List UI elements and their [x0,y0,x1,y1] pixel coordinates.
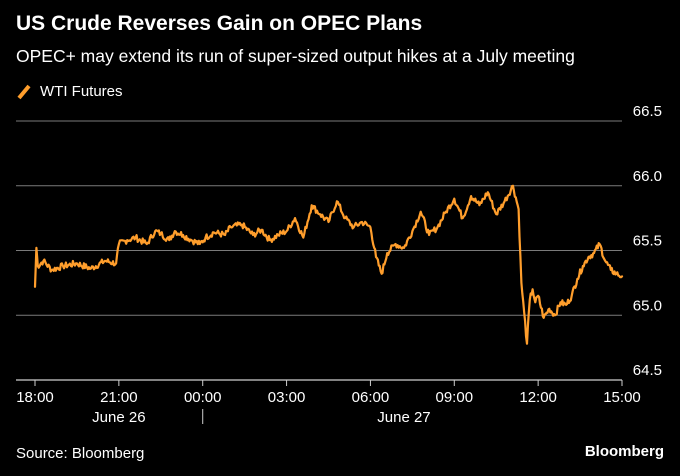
y-tick-label: 66.5 [633,103,662,120]
x-tick-label: 15:00 [603,389,641,406]
brand-logo: Bloomberg [584,443,664,460]
chart-subtitle: OPEC+ may extend its run of super-sized … [16,46,575,66]
x-tick-label: 03:00 [268,389,306,406]
x-tick-label: 12:00 [519,389,557,406]
legend: WTI Futures [16,83,123,100]
x-tick-label: 21:00 [100,389,138,406]
y-tick-label: 65.5 [633,233,662,250]
legend-swatch-icon [16,84,32,100]
legend-label: WTI Futures [40,83,123,100]
source-note: Source: Bloomberg [16,445,145,462]
y-tick-label: 64.5 [633,362,662,379]
x-tick-label: 00:00 [184,389,222,406]
day-label: June 27 [377,409,430,426]
x-tick-label: 06:00 [352,389,390,406]
day-label: June 26 [92,409,145,426]
x-tick-label: 09:00 [436,389,474,406]
y-tick-label: 66.0 [633,168,662,185]
chart-title: US Crude Reverses Gain on OPEC Plans [16,12,423,35]
x-tick-label: 18:00 [16,389,54,406]
series-line-wti-futures [33,184,624,345]
y-tick-label: 65.0 [633,297,662,314]
